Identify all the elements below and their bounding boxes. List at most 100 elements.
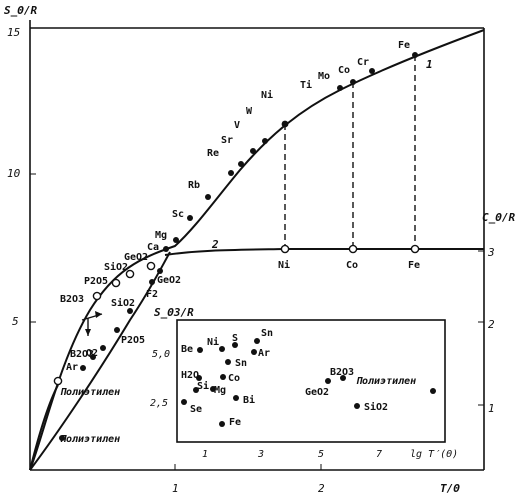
inset-x-tick-1: 1	[202, 449, 208, 460]
y-right-tick-3: 3	[487, 246, 495, 259]
label-sc: Sc	[172, 209, 184, 220]
poly-label-lower: Полиэтилен	[60, 434, 120, 445]
curve-label-1: 1	[426, 58, 433, 71]
inset-label-se: Se	[190, 404, 202, 415]
label-v: V	[234, 120, 240, 131]
point-fe	[412, 52, 418, 58]
point-rb	[205, 194, 211, 200]
inset-point-b2o3	[340, 375, 346, 381]
point-w	[262, 138, 268, 144]
point-p2o5-open	[111, 278, 121, 288]
marker-fe-label: Fe	[408, 260, 420, 271]
inset-label-ar: Ar	[258, 348, 270, 359]
point-b2o3	[90, 354, 96, 360]
point-geo2	[157, 268, 163, 274]
point-ni	[281, 120, 289, 128]
label-sr: Sr	[221, 135, 233, 146]
curve-polyethylene-upper	[29, 384, 59, 471]
inset-label-mg: Mg	[214, 385, 226, 396]
inset-label-b2o3: B2O3	[330, 367, 354, 378]
point-sio2-open	[125, 269, 135, 279]
point-ca	[163, 246, 169, 252]
label-sio2-open: SiO2	[104, 261, 128, 273]
label-geo2-open: GeO2	[124, 252, 148, 263]
inset-label-sn1: Sn	[261, 328, 273, 339]
inset-point-be	[197, 347, 203, 353]
label-geo2: GeO2	[157, 275, 181, 286]
inset-point-fe	[219, 421, 225, 427]
label-cr: Cr	[357, 57, 369, 68]
inset-label-h2o: H2O	[181, 370, 199, 381]
label-sio2: SiO2	[111, 297, 135, 309]
inset-label-sio2: SiO2	[364, 401, 388, 413]
label-mo: Mo	[318, 71, 330, 82]
inset-label-be: Be	[181, 344, 193, 355]
point-b2o3-open	[92, 291, 102, 301]
inset-y-label: S_Θ3/R	[154, 306, 194, 319]
inset-label-si: Si	[197, 380, 209, 392]
curve-1	[29, 29, 485, 471]
point-o2	[100, 345, 106, 351]
inset-label-fe: Fe	[229, 417, 241, 428]
marker-co-label: Co	[346, 260, 358, 271]
point-poly-low	[59, 435, 65, 441]
marker-fe	[410, 244, 420, 254]
inset-point-si	[193, 387, 199, 393]
point-mg	[173, 237, 179, 243]
y-right-label: C_Θ/R	[482, 211, 515, 224]
marker-co	[348, 244, 358, 254]
right-ticks: 3 2 1	[478, 246, 495, 415]
poly-label-upper: Полиэтилен	[60, 387, 120, 398]
label-re: Re	[207, 148, 219, 159]
marker-ni-label: Ni	[278, 259, 290, 271]
point-co	[350, 79, 356, 85]
y-tick-15: 15	[7, 26, 20, 39]
inset-y-tick-25: 2,5	[150, 398, 168, 409]
inset-point-poly	[430, 388, 436, 394]
point-sio2	[127, 308, 133, 314]
y-left-label: S_Θ/R	[4, 4, 37, 17]
element-points: Fe Cr Co Mo Ti Ni W V Sr Re Rb Sc Mg Ca …	[53, 40, 418, 441]
inset-label-geo2: GeO2	[305, 387, 329, 398]
y-tick-10: 10	[7, 167, 21, 180]
label-co: Co	[338, 65, 350, 76]
inset-label-sn2: Sn	[235, 358, 247, 369]
curve2-markers: Ni Co Fe	[278, 244, 420, 271]
x-tick-1: 1	[172, 482, 179, 495]
inset-point-bi	[233, 395, 239, 401]
inset-label-poly: Полиэтилен	[356, 376, 416, 387]
inset-point-mg	[210, 386, 216, 392]
inset-point-geo2	[325, 378, 331, 384]
label-w: W	[246, 106, 253, 117]
inset-y-tick-50: 5,0	[152, 349, 170, 360]
inset-label-bi: Bi	[243, 394, 255, 406]
inset-point-h2o	[196, 375, 202, 381]
y-right-tick-1: 1	[488, 402, 495, 415]
curve-2	[164, 248, 484, 256]
inset-point-sn1	[254, 338, 260, 344]
label-b2o3-open: B2O3	[60, 294, 84, 305]
label-p2o5: P2O5	[121, 335, 145, 346]
point-re	[228, 170, 234, 176]
inset-point-ar	[251, 349, 257, 355]
point-cr	[369, 68, 375, 74]
inset-point-sio2	[354, 403, 360, 409]
y-right-tick-2: 2	[488, 318, 495, 331]
point-poly-open	[53, 376, 63, 386]
inset-point-sn2	[225, 359, 231, 365]
inset-x-tick-7: 7	[376, 449, 382, 460]
arrow-icon	[81, 311, 103, 336]
x-label: T/Θ	[440, 482, 460, 495]
label-ar: Ar	[66, 362, 78, 373]
point-p2o5	[114, 327, 120, 333]
inset-label-co: Co	[228, 373, 240, 384]
curve-label-2: 2	[211, 238, 219, 251]
inset-label-ni: Ni	[207, 336, 219, 348]
left-ticks: 15 10 5	[7, 26, 36, 328]
inset-label-s: S	[232, 333, 238, 344]
label-f2: F2	[146, 289, 158, 300]
point-v	[250, 148, 256, 154]
label-ni: Ni	[261, 89, 273, 101]
curve-3	[29, 251, 171, 471]
